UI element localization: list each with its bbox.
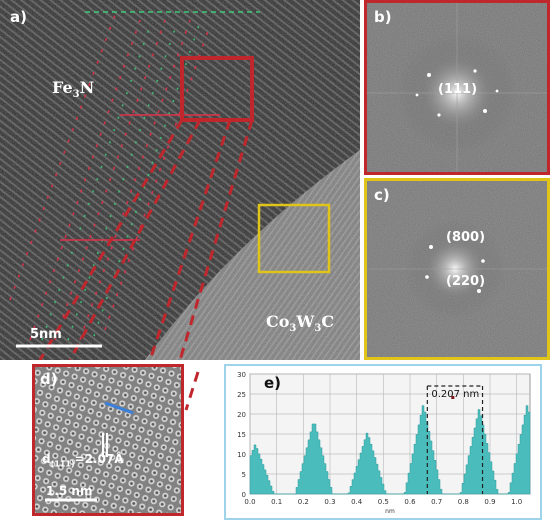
line-profile-chart: 0 5 10 15 20 25 30 0.0 0.1 0.2 0.3 0.4 0.5 0.6 0.7 0.8 0… bbox=[237, 371, 531, 515]
lattice-image bbox=[35, 367, 181, 513]
panel-e-label: e) bbox=[264, 374, 282, 392]
y-tick-label: 0 bbox=[242, 491, 246, 499]
fft-image-b bbox=[367, 3, 547, 172]
fe3n-phase-label: Fe3N bbox=[52, 78, 95, 101]
measurement-label: 0.207 nm bbox=[431, 389, 479, 400]
zoom-lines bbox=[38, 119, 254, 360]
x-tick-label: 0.5 bbox=[378, 498, 389, 506]
x-tick-label: 0.0 bbox=[244, 498, 255, 506]
y-tick-label: 15 bbox=[237, 431, 246, 439]
profile-area bbox=[249, 405, 531, 495]
panel-c-label: c) bbox=[374, 186, 390, 204]
x-tick-label: 0.7 bbox=[431, 498, 442, 506]
x-tick-label: 0.3 bbox=[324, 498, 335, 506]
fft-c-index-1: (800) bbox=[446, 230, 486, 245]
lattice-panel-d: d) d(111)=2.07Å 1.5 nm bbox=[32, 364, 184, 516]
fe3n-selection-box bbox=[180, 56, 254, 122]
y-tick-label: 5 bbox=[242, 471, 246, 479]
y-tick-label: 25 bbox=[237, 391, 246, 399]
d-spacing-label: d(111)=2.07Å bbox=[42, 452, 124, 469]
fft-c-index-2: (220) bbox=[446, 274, 486, 289]
fft-panel-c: c) (800) (220) bbox=[364, 178, 550, 360]
y-tick-label: 10 bbox=[237, 451, 246, 459]
scale-bar-d-label: 1.5 nm bbox=[46, 484, 93, 498]
fft-panel-b: b) (111) bbox=[364, 0, 550, 175]
lattice-measure-line bbox=[104, 401, 134, 415]
co3w3c-selection-box bbox=[257, 203, 331, 274]
x-tick-label: 0.9 bbox=[484, 498, 495, 506]
y-tick-label: 20 bbox=[237, 411, 246, 419]
x-tick-label: 0.6 bbox=[404, 498, 416, 506]
cursor-marker bbox=[451, 396, 455, 399]
x-tick-label: 0.4 bbox=[351, 498, 363, 506]
x-tick-label: 0.1 bbox=[271, 498, 282, 506]
scale-bar-a-label: 5nm bbox=[30, 327, 62, 342]
hrtem-image bbox=[0, 0, 360, 360]
co3w3c-phase-label: Co3W3C bbox=[266, 312, 335, 335]
y-tick-label: 30 bbox=[237, 371, 246, 379]
x-tick-label: 1.0 bbox=[511, 498, 522, 506]
panel-d-label: d) bbox=[40, 370, 58, 388]
x-tick-label: 0.8 bbox=[458, 498, 469, 506]
line-profile-panel-e: 0 5 10 15 20 25 30 0.0 0.1 0.2 0.3 0.4 0.5 0.6 0.7 0.8 0… bbox=[224, 364, 542, 520]
fft-b-index: (111) bbox=[438, 82, 478, 97]
fft-image-c bbox=[367, 181, 547, 357]
panel-a-label: a) bbox=[10, 8, 27, 26]
panel-b-label: b) bbox=[374, 8, 392, 26]
x-axis-label: nm bbox=[385, 508, 395, 515]
hrtem-image-panel: a) Fe3N Co3W3C 5nm bbox=[0, 0, 360, 360]
x-tick-label: 0.2 bbox=[298, 498, 309, 506]
